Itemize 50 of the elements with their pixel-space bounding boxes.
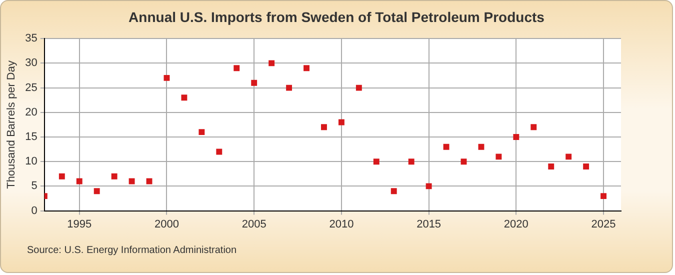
point (566, 154, 572, 160)
point (583, 164, 590, 170)
x-tick-label: 2010 (329, 218, 354, 230)
point (304, 65, 310, 72)
point (58, 173, 65, 180)
point (530, 124, 537, 130)
point (234, 65, 240, 72)
point (373, 158, 380, 165)
x-tick-label: 1995 (67, 218, 92, 230)
point (496, 154, 502, 160)
point (146, 178, 152, 184)
point (408, 158, 414, 165)
y-tick-label: 25 (25, 82, 38, 94)
y-tick-label: 0 (31, 204, 38, 217)
y-tick-label: 5 (31, 180, 38, 192)
x-tick-label: 2025 (591, 218, 616, 230)
point (251, 80, 258, 86)
point (164, 74, 170, 81)
chart-title: Annual U.S. Imports from Sweden of Total Petroleum Products (128, 9, 546, 25)
point (356, 84, 362, 91)
y-axis-title: Thousand Barrels per Day (6, 60, 18, 189)
point (513, 134, 520, 140)
point (76, 178, 82, 184)
y-tick-label: 15 (25, 131, 38, 144)
point (128, 178, 135, 184)
y-tick-label: 20 (25, 106, 38, 118)
x-tick-label: 2000 (154, 218, 179, 230)
point (443, 144, 450, 150)
point (94, 188, 100, 194)
x-tick-label: 2015 (416, 218, 442, 230)
point (216, 148, 222, 155)
point (181, 94, 188, 101)
point (426, 183, 432, 190)
point (111, 173, 118, 180)
source-note: Source: U.S. Energy Information Administration (27, 245, 237, 256)
point (460, 158, 467, 165)
point (338, 119, 344, 126)
y-tick-label: 10 (25, 156, 38, 168)
x-tick-label: 2005 (242, 218, 266, 230)
y-tick-label: 30 (25, 57, 38, 70)
point (286, 84, 292, 91)
point (198, 129, 205, 136)
point (268, 60, 275, 66)
x-tick-label: 2020 (504, 218, 528, 230)
point (390, 188, 397, 194)
point (321, 124, 327, 130)
point (548, 164, 554, 170)
point (600, 193, 607, 200)
y-tick-label: 35 (25, 32, 38, 45)
point (478, 144, 484, 150)
